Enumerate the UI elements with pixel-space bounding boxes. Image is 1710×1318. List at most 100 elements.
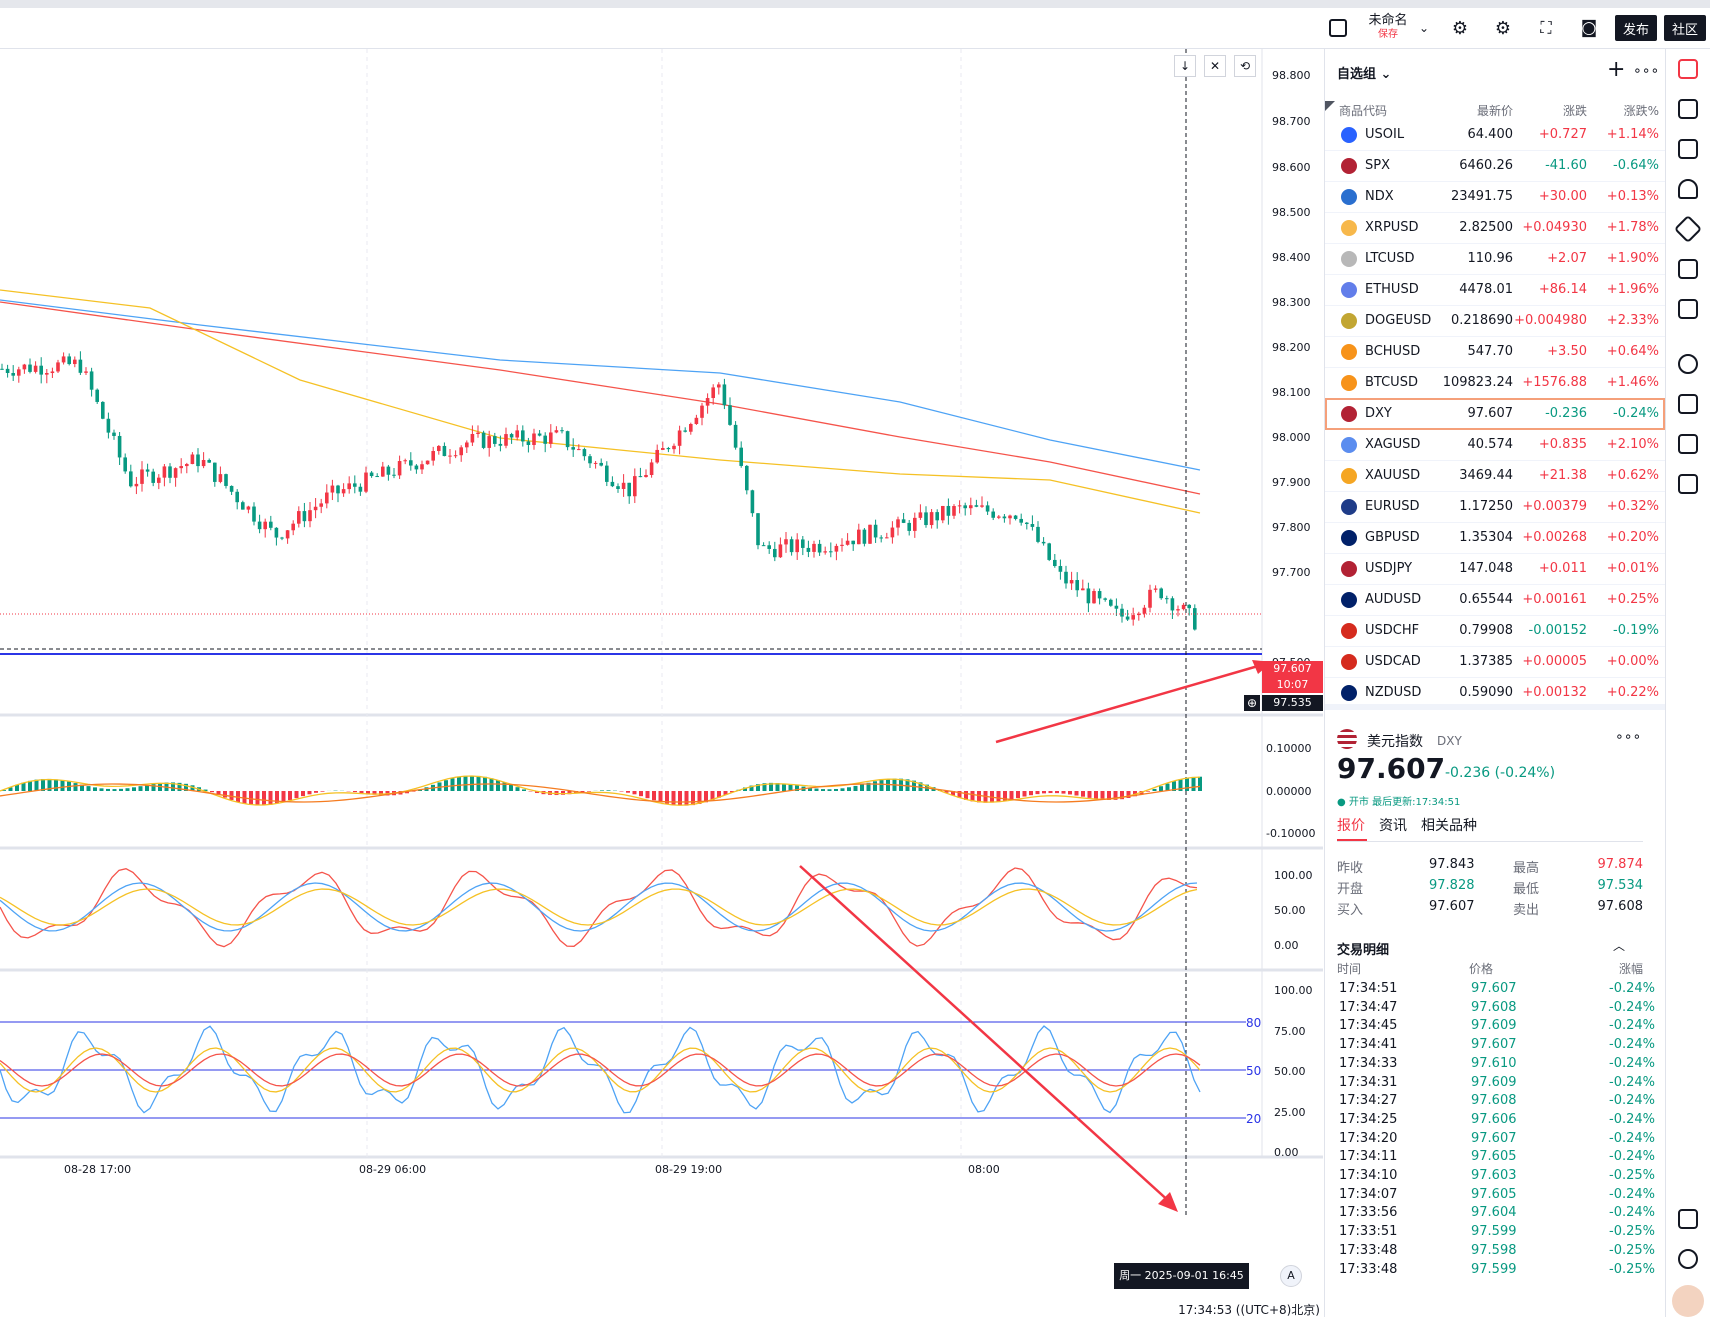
bell-icon[interactable] (1678, 179, 1698, 199)
pen-icon[interactable] (1678, 1209, 1698, 1229)
layout-square-icon[interactable] (1323, 8, 1353, 48)
macd-bar (119, 789, 123, 791)
candle-body (963, 505, 967, 508)
candle-body (616, 486, 620, 489)
candle-body (174, 468, 178, 478)
candle-body (672, 446, 676, 449)
add-alert-plus-icon[interactable]: ⊕ (1244, 695, 1260, 711)
trades-title: 交易明细 (1337, 939, 1389, 958)
candle-body (1143, 608, 1147, 614)
macd-bar (1049, 791, 1053, 793)
calendar-icon[interactable] (1678, 139, 1698, 159)
watchlist-pct: -0.19% (1613, 623, 1659, 638)
header-symbol[interactable]: 商品代码 (1339, 102, 1387, 119)
macd-bar (847, 787, 851, 791)
camera-icon[interactable]: ◙ (1574, 8, 1604, 48)
watchlist-pct: +0.20% (1607, 530, 1659, 545)
candle-body (471, 434, 475, 442)
watchlist-pct: +1.14% (1607, 127, 1659, 142)
tab-related[interactable]: 相关品种 (1421, 815, 1477, 835)
tab-news[interactable]: 资讯 (1379, 815, 1407, 835)
watchlist-change: +0.011 (1539, 561, 1587, 576)
candle-body (219, 474, 223, 482)
candle-body (655, 450, 659, 463)
chevron-down-icon: ⌄ (1381, 67, 1392, 82)
candle-body (812, 544, 816, 552)
community-button[interactable]: 社区 (1663, 8, 1707, 48)
symbol-logo-icon (1341, 623, 1357, 639)
chevron-down-icon[interactable]: ⌄ (1416, 8, 1432, 48)
chat-icon[interactable] (1678, 299, 1698, 319)
market-status: ● 开市 最后更新:17:34:51 (1337, 793, 1460, 808)
collapse-chevron-icon[interactable]: ︿ (1613, 937, 1625, 954)
candle-body (683, 430, 687, 431)
auto-scale-button[interactable]: A (1280, 1265, 1302, 1287)
candle-body (560, 430, 564, 431)
add-symbol-icon[interactable]: + (1607, 57, 1625, 82)
symbol-logo-icon (1341, 499, 1357, 515)
watchlist-icon[interactable] (1678, 59, 1698, 79)
target-icon[interactable] (1678, 354, 1698, 374)
macd-bar (1010, 791, 1014, 800)
alert-settings-icon[interactable]: ⚙ (1445, 8, 1475, 48)
more-options-icon[interactable]: ∘∘∘ (1633, 63, 1659, 79)
headset-icon[interactable] (1678, 1249, 1698, 1269)
candle-body (863, 530, 867, 544)
macd-bar (308, 791, 312, 794)
news-icon[interactable] (1678, 99, 1698, 119)
osc2-axis-label: 25.00 (1274, 1106, 1306, 1119)
reset-icon[interactable]: ⟲ (1234, 55, 1256, 77)
watchlist-title[interactable]: 自选组 ⌄ (1337, 63, 1391, 82)
settings-gear-icon[interactable]: ⚙ (1488, 8, 1518, 48)
tab-quote[interactable]: 报价 (1337, 815, 1365, 835)
candle-body (739, 448, 743, 466)
clock-timezone[interactable]: 17:34:53 ((UTC+8)北京) (1150, 1301, 1320, 1318)
header-pct[interactable]: 涨跌% (1624, 102, 1659, 119)
grid-icon[interactable] (1678, 434, 1698, 454)
macd-bar (1062, 791, 1066, 794)
detail-more-icon[interactable]: ∘∘∘ (1615, 729, 1641, 745)
candle-body (745, 466, 749, 490)
layout-name-button[interactable]: 未命名 保存 (1360, 8, 1416, 48)
price-axis-label: 97.700 (1272, 566, 1311, 579)
candle-body (991, 512, 995, 518)
header-last[interactable]: 最新价 (1477, 102, 1513, 119)
nodes-icon[interactable] (1678, 474, 1698, 494)
fullscreen-icon[interactable]: ⛶ (1531, 8, 1561, 48)
candle-body (941, 506, 945, 520)
candle-body (476, 433, 480, 434)
video-icon[interactable] (1678, 259, 1698, 279)
candle-body (1075, 580, 1079, 590)
scroll-to-latest-icon[interactable]: ↓ (1174, 55, 1196, 77)
macd-bar (126, 788, 130, 791)
cube-icon[interactable] (1678, 394, 1698, 414)
symbol-logo-icon (1341, 530, 1357, 546)
header-change[interactable]: 涨跌 (1563, 102, 1587, 119)
close-icon[interactable]: ✕ (1204, 55, 1226, 77)
publish-button[interactable]: 发布 (1610, 8, 1662, 48)
candle-body (549, 432, 553, 443)
avatar[interactable] (1672, 1285, 1704, 1317)
chart-canvas[interactable]: 98.80098.70098.60098.50098.40098.30098.2… (0, 49, 1323, 1317)
layers-icon[interactable] (1674, 215, 1702, 243)
